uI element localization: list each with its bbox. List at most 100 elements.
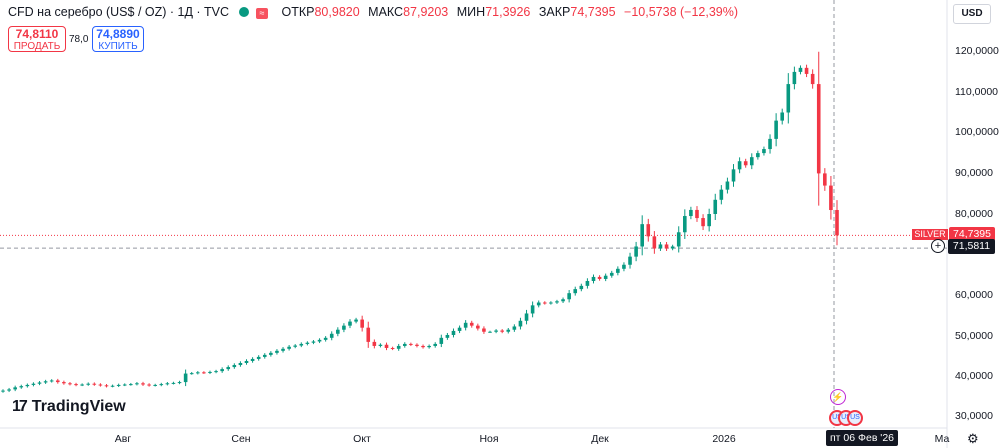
candle-body [135, 383, 139, 385]
time-tick: Ноя [479, 433, 499, 445]
candle-body [250, 358, 255, 361]
candle-body [476, 325, 480, 329]
candle-body [141, 383, 145, 385]
candle-body [305, 342, 310, 344]
candle-body [202, 372, 206, 374]
candle-body [445, 334, 450, 338]
candle-body [293, 345, 298, 347]
candle-body [1, 390, 5, 392]
candle-body [183, 373, 188, 383]
open-label: ОТКР [281, 5, 315, 19]
candle-body [390, 347, 395, 349]
candle-body [792, 71, 797, 85]
price-tick: 80,0000 [955, 208, 993, 220]
event-lightning-icon[interactable]: ⚡ [830, 389, 846, 405]
candle-body [147, 384, 151, 386]
candle-body [597, 276, 602, 279]
sell-button[interactable]: 74,8110 ПРОДАТЬ [8, 26, 66, 52]
candle-body [591, 276, 596, 281]
candle-body [652, 236, 657, 249]
symbol-price-tag: SILVER [912, 229, 948, 240]
candle-body [774, 120, 778, 139]
candle-body [737, 161, 742, 170]
candle-body [360, 319, 364, 328]
candle-body [749, 157, 754, 166]
market-status-dot-icon[interactable] [238, 7, 249, 17]
candle-body [555, 301, 559, 303]
candle-body [670, 246, 675, 249]
candle-body [55, 380, 60, 383]
candle-body [287, 346, 291, 349]
low-label: МИН [456, 5, 486, 19]
candle-body [80, 384, 84, 386]
high-label: МАКС [368, 5, 404, 19]
candle-body [116, 384, 121, 386]
price-tick: 30,0000 [955, 410, 993, 422]
candle-body [457, 327, 462, 331]
sell-price: 74,8110 [15, 27, 59, 41]
candle-body [31, 383, 36, 385]
price-tick: 110,0000 [955, 86, 999, 98]
time-tick: Ма [934, 433, 950, 445]
candle-body [329, 333, 334, 338]
candle-body [196, 372, 200, 374]
candle-body [786, 84, 791, 113]
candle-body [342, 325, 346, 330]
candle-body [86, 383, 91, 385]
candle-body [701, 218, 705, 227]
candles-group [1, 51, 839, 393]
candle-body [664, 244, 669, 249]
candle-body [689, 209, 693, 217]
add-alert-plus-icon[interactable]: + [931, 239, 945, 253]
candle-body [372, 341, 377, 346]
candle-body [816, 84, 821, 174]
candle-body [104, 385, 109, 387]
candle-body [396, 345, 401, 349]
candle-body [43, 381, 48, 383]
candle-body [299, 343, 304, 346]
candle-body [427, 345, 431, 348]
symbol-title[interactable]: CFD на серебро (US$ / OZ) · 1Д · TVC [8, 5, 230, 19]
candle-body [165, 383, 170, 385]
legend-header: CFD на серебро (US$ / OZ) · 1Д · TVC ≈ О… [8, 5, 738, 19]
candle-body [780, 112, 785, 121]
candle-body [262, 354, 267, 357]
buy-button[interactable]: 74,8890 КУПИТЬ [92, 26, 144, 52]
candle-body [281, 348, 285, 351]
us-flag-event-icon[interactable]: US [847, 410, 863, 426]
candle-body [49, 380, 54, 382]
currency-button[interactable]: USD [953, 4, 991, 24]
candle-body [74, 384, 78, 386]
candle-body [567, 293, 571, 300]
tradingview-logo[interactable]: 17 TradingView [12, 398, 126, 416]
buy-label: КУПИТЬ [98, 41, 138, 52]
candle-body [804, 67, 809, 74]
candle-body [524, 313, 529, 321]
exchange-flag-icon[interactable]: ≈ [256, 8, 269, 19]
candle-body [628, 256, 632, 265]
candle-body [561, 299, 565, 302]
candle-body [98, 384, 103, 386]
candle-body [366, 327, 371, 342]
crosshair-date-label: пт 06 Фев '26 [826, 430, 898, 446]
candle-body [348, 321, 352, 326]
high-value: 87,9203 [403, 5, 449, 19]
candle-body [695, 209, 699, 219]
candle-body [725, 181, 730, 190]
candle-body [646, 224, 651, 237]
candle-body [13, 387, 17, 390]
candle-body [256, 356, 261, 359]
candle-body [433, 343, 438, 346]
crosshair-price-label: 71,5811 [948, 239, 995, 254]
candle-body [579, 285, 584, 290]
candle-body [226, 367, 231, 370]
candle-body [323, 337, 328, 340]
candle-body [409, 343, 413, 345]
time-tick: 2026 [712, 433, 736, 445]
candle-body [756, 153, 760, 158]
candle-body [707, 214, 711, 227]
settings-gear-icon[interactable]: ⚙ [967, 431, 979, 446]
candle-body [232, 365, 237, 368]
candle-body [153, 384, 157, 386]
